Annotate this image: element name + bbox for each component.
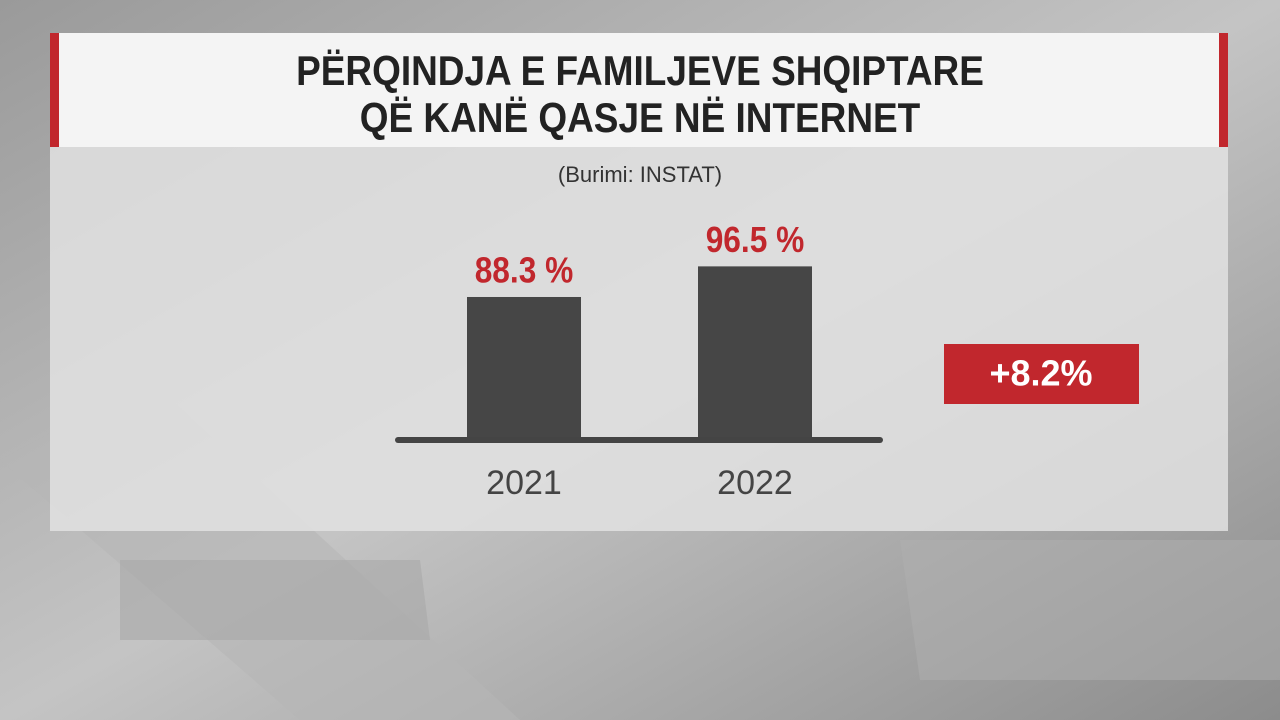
annotation-box — [944, 344, 1139, 404]
value-label: 88.3 % — [475, 251, 574, 291]
chart-title: QË KANË QASJE NË INTERNET — [360, 95, 920, 142]
bar — [698, 266, 812, 440]
bar — [467, 296, 581, 440]
x-tick-label: 2021 — [486, 464, 562, 502]
value-label: 96.5 % — [706, 220, 805, 260]
title-box — [50, 33, 1228, 147]
title-accent — [1219, 33, 1228, 147]
title-group: PËRQINDJA E FAMILJEVE SHQIPTARE QË KANË … — [296, 48, 984, 142]
x-tick-label: 2022 — [717, 464, 793, 502]
decor — [120, 560, 430, 640]
chart-title: PËRQINDJA E FAMILJEVE SHQIPTARE — [296, 48, 984, 95]
annotation: +8.2% — [989, 353, 1092, 394]
chart-subtitle: (Burimi: INSTAT) — [558, 162, 722, 187]
panel — [50, 147, 1228, 531]
decor — [900, 540, 1280, 680]
title-accent — [50, 33, 59, 147]
